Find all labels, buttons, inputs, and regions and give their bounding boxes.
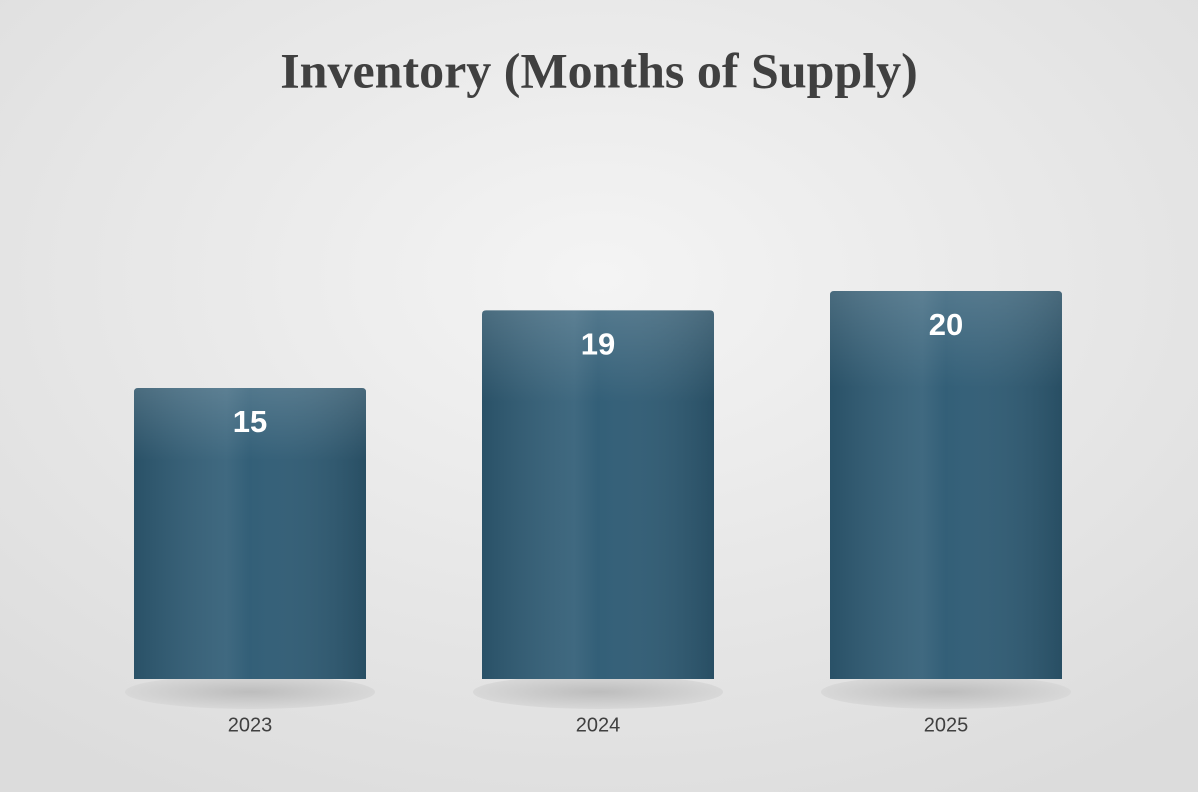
bar-highlight (134, 388, 366, 679)
bar-shadow (473, 675, 723, 709)
bar-highlight (830, 291, 1062, 679)
data-label: 19 (581, 327, 615, 362)
chart-title: Inventory (Months of Supply) (280, 42, 918, 98)
bar-highlight (482, 310, 714, 679)
bar-shadow (821, 675, 1071, 709)
x-tick-label: 2024 (576, 714, 621, 736)
bar-shadow (125, 675, 375, 709)
x-tick-label: 2023 (228, 714, 273, 736)
data-label: 20 (929, 307, 963, 342)
data-label: 15 (233, 404, 267, 439)
x-tick-label: 2025 (924, 714, 969, 736)
